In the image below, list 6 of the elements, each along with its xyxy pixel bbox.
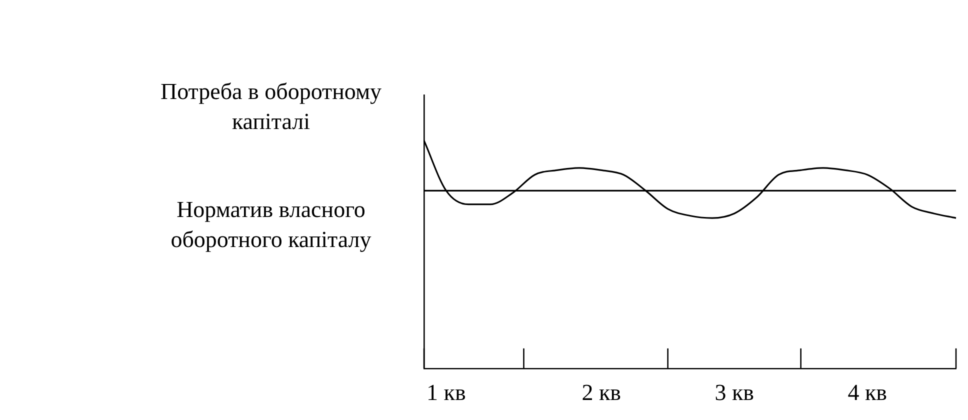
- x-tick-label: 1 кв: [426, 380, 466, 406]
- series-label: Потреба в оборотному капіталі: [160, 78, 382, 136]
- x-tick-label: 2 кв: [582, 380, 622, 406]
- x-tick-label: 3 кв: [714, 380, 754, 406]
- text: Норматив власного оборотного капіталу: [170, 196, 372, 254]
- x-tick-label: 4 кв: [848, 380, 888, 406]
